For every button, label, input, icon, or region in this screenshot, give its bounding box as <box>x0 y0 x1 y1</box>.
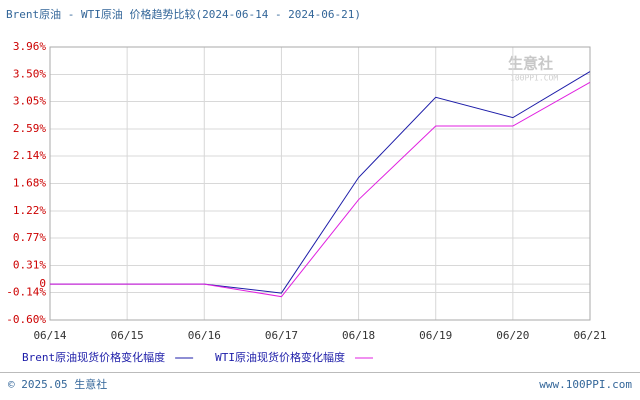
chart-title: Brent原油 - WTI原油 价格趋势比较(2024-06-14 - 2024… <box>6 7 361 21</box>
y-tick-label: 2.14% <box>13 149 46 162</box>
x-tick-label: 06/19 <box>419 329 452 342</box>
plot-border <box>49 46 591 321</box>
x-tick-label: 06/17 <box>265 329 298 342</box>
x-tick-label: 06/18 <box>342 329 375 342</box>
legend-label: Brent原油现货价格变化幅度 <box>22 350 165 364</box>
y-tick-label: 0 <box>39 277 46 290</box>
watermark-site: 100PPI.COM <box>510 74 558 83</box>
y-tick-label: 1.68% <box>13 177 46 190</box>
x-tick-label: 06/16 <box>188 329 221 342</box>
legend-label: WTI原油现货价格变化幅度 <box>215 350 345 364</box>
y-tick-label: 3.50% <box>13 68 46 81</box>
x-tick-label: 06/14 <box>33 329 66 342</box>
watermark-brand: 生意社 <box>508 55 553 73</box>
series-line <box>50 71 591 294</box>
footer-url: www.100PPI.com <box>539 378 632 391</box>
x-tick-label: 06/20 <box>496 329 529 342</box>
series-line <box>50 81 591 298</box>
y-tick-label: -0.60% <box>6 313 46 326</box>
y-tick-label: 0.77% <box>13 231 46 244</box>
y-tick-label: 0.31% <box>13 259 46 272</box>
footer-copyright: © 2025.05 生意社 <box>8 377 107 391</box>
y-tick-label: -0.14% <box>6 285 46 298</box>
y-tick-label: 2.59% <box>13 122 46 135</box>
x-tick-label: 06/15 <box>111 329 144 342</box>
y-tick-label: 1.22% <box>13 204 46 217</box>
y-tick-label: 3.96% <box>13 40 46 53</box>
y-tick-label: 3.05% <box>13 94 46 107</box>
x-tick-label: 06/21 <box>573 329 606 342</box>
